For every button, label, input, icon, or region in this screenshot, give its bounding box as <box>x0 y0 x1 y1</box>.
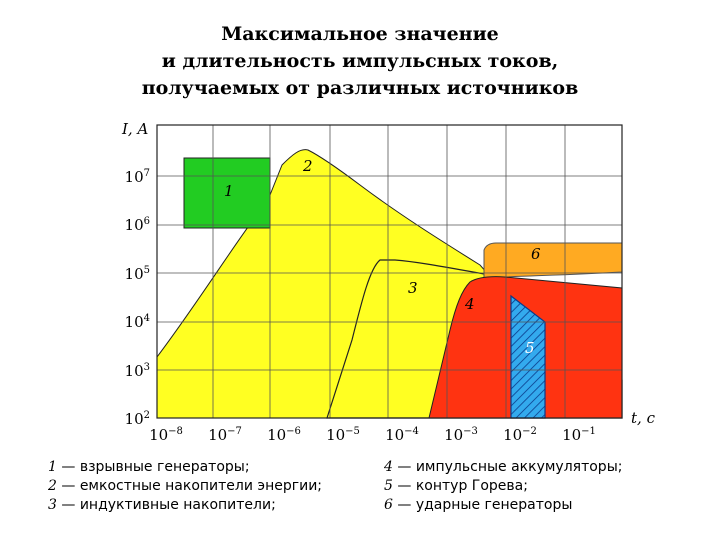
x-tick-1e-2: 10−2 <box>503 426 537 444</box>
legend-left: 1 — взрывные генераторы; 2 — емкостные н… <box>48 458 322 515</box>
x-tick-1e-3: 10−3 <box>444 426 478 444</box>
y-tick-1e5: 105 <box>125 265 150 283</box>
y-tick-1e7: 107 <box>125 168 150 186</box>
y-tick-1e3: 103 <box>125 362 150 380</box>
legend-item-6: 6 — ударные генераторы <box>384 497 573 513</box>
title-line-3: получаемых от различных источников <box>141 77 579 99</box>
legend-item-5: 5 — контур Горева; <box>384 478 528 494</box>
region-label-5: 5 <box>525 339 535 357</box>
x-tick-1e-7: 10−7 <box>208 426 242 444</box>
x-tick-1e-8: 10−8 <box>149 426 183 444</box>
region-label-1: 1 <box>224 182 234 200</box>
legend-item-3: 3 — индуктивные накопители; <box>48 497 276 513</box>
region-label-6: 6 <box>531 245 541 263</box>
x-tick-1e-4: 10−4 <box>385 426 419 444</box>
region-label-4: 4 <box>464 295 475 313</box>
legend-item-2: 2 — емкостные накопители энергии; <box>48 478 323 494</box>
legend-right: 4 — импульсные аккумуляторы; 5 — контур … <box>384 458 622 515</box>
title-line-2: и длительность импульсных токов, <box>161 50 559 72</box>
region-1-explosive-generators <box>183 157 271 229</box>
region-label-2: 2 <box>302 157 313 175</box>
y-tick-1e2: 102 <box>125 410 150 428</box>
x-axis-label: t, c <box>631 409 656 427</box>
region-label-3: 3 <box>408 279 418 297</box>
title-line-1: Максимальное значение <box>221 23 499 45</box>
legend-item-1: 1 — взрывные генераторы; <box>48 459 250 475</box>
x-tick-1e-1: 10−1 <box>562 426 596 444</box>
x-tick-1e-6: 10−6 <box>267 426 301 444</box>
y-tick-1e4: 104 <box>125 313 150 331</box>
grid <box>157 125 622 418</box>
y-axis-label: I, A <box>121 120 148 138</box>
legend-item-4: 4 — импульсные аккумуляторы; <box>384 459 623 475</box>
plot-frame <box>156 124 623 419</box>
x-tick-1e-5: 10−5 <box>326 426 360 444</box>
y-tick-1e6: 106 <box>125 216 150 234</box>
